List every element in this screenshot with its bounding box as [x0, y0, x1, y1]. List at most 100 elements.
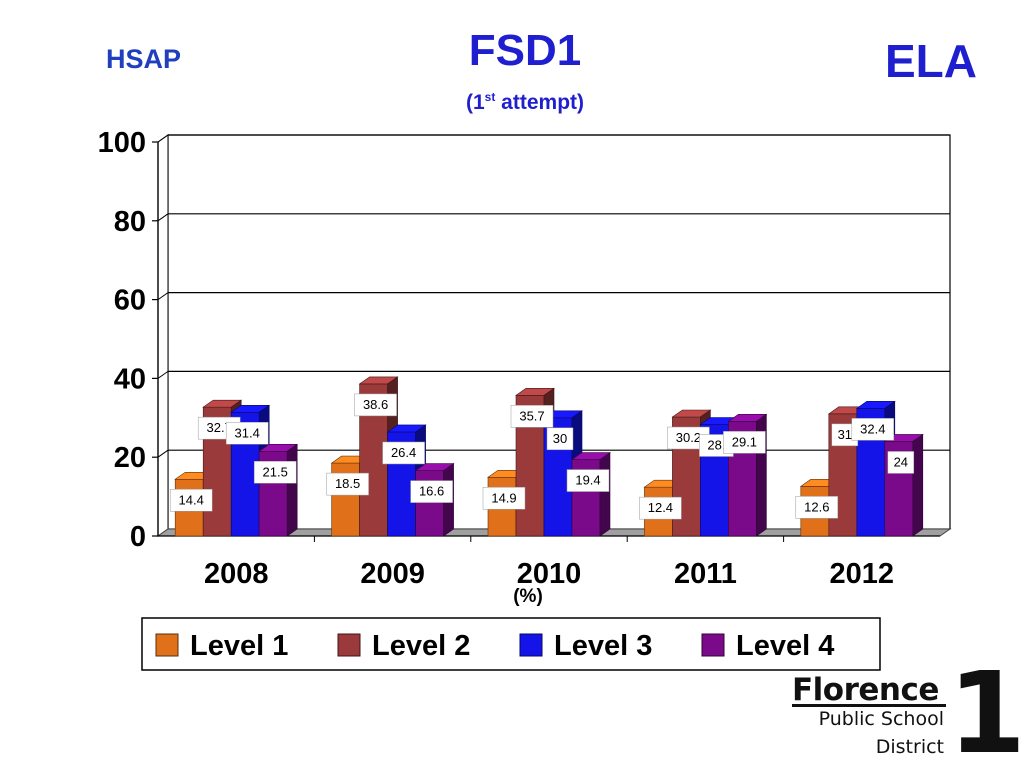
data-label-box — [566, 469, 610, 492]
data-label-text: 18.5 — [335, 476, 360, 491]
legend-item: Level 4 — [701, 630, 834, 662]
legend-label: Level 4 — [736, 630, 834, 662]
data-label: 24 — [887, 451, 915, 474]
x-tick-label: 2012 — [830, 558, 895, 590]
data-label-box — [326, 472, 369, 496]
legend-item: Level 1 — [155, 630, 288, 662]
data-label: 35.7 — [510, 405, 554, 428]
bar — [258, 443, 299, 537]
data-label-box — [410, 480, 453, 503]
data-label-box — [482, 487, 526, 510]
legend-swatch — [337, 633, 361, 657]
data-label-text: 14.9 — [491, 490, 516, 505]
data-label: 31 — [831, 423, 859, 447]
x-tick-label: 2011 — [674, 558, 737, 590]
data-label: 19.4 — [566, 469, 610, 492]
gridline-side — [157, 449, 169, 458]
data-label-box — [169, 489, 213, 512]
gridline-side — [157, 213, 169, 222]
data-label-box — [510, 405, 554, 428]
bar-side — [286, 443, 298, 537]
data-label-text: 12.4 — [648, 500, 673, 515]
subject-label: ELA — [885, 35, 977, 87]
bar-chart: 0 20 40 60 80 100 2008 14.4 32.7 31.4 21.5 2009 18.5… — [98, 127, 952, 671]
legend-label: Level 1 — [190, 630, 288, 662]
data-label-text: 31 — [838, 427, 852, 442]
legend-swatch — [155, 633, 179, 657]
data-label-text: 16.6 — [419, 484, 444, 499]
data-label: 29.1 — [723, 431, 766, 454]
data-label-box — [723, 431, 766, 454]
logo-name: Florence — [792, 672, 939, 708]
data-label-box — [887, 451, 915, 474]
data-label: 12.6 — [795, 496, 839, 519]
x-tick-label: 2009 — [360, 558, 425, 590]
district-logo: Florence Public School District 1 — [792, 658, 1024, 770]
data-label-box — [354, 393, 397, 417]
data-label-text: 29.1 — [732, 434, 757, 449]
hsap-label: HSAP — [106, 44, 182, 74]
data-label-text: 31.4 — [235, 425, 260, 440]
data-label-box — [546, 427, 574, 451]
data-label: 30 — [546, 427, 574, 451]
gridline-side — [157, 370, 169, 379]
logo-divider — [792, 704, 946, 707]
legend — [141, 617, 881, 671]
data-label-text: 32.4 — [860, 421, 885, 436]
y-tick-label: 100 — [98, 127, 146, 159]
data-label-box — [851, 418, 895, 441]
data-label-text: 19.4 — [575, 473, 600, 488]
data-label-box — [639, 496, 682, 520]
legend-swatch — [519, 633, 543, 657]
data-label-text: 35.7 — [519, 408, 544, 423]
page-title: FSD1 — [468, 26, 582, 75]
data-label-text: 12.6 — [804, 499, 829, 514]
plot-side-wall — [157, 134, 169, 537]
data-label: 30.2 — [667, 426, 710, 450]
y-tick-label: 20 — [114, 442, 146, 474]
bar-side — [599, 451, 611, 537]
data-label: 21.5 — [253, 461, 297, 484]
gridline-side — [157, 292, 169, 301]
data-label: 14.4 — [169, 489, 213, 512]
data-label-text: 24 — [894, 454, 908, 469]
y-tick-label: 80 — [114, 206, 146, 238]
data-label: 26.4 — [382, 441, 425, 465]
data-label-text: 30 — [553, 431, 567, 446]
bar — [571, 451, 611, 537]
data-label-text: 26.4 — [391, 445, 416, 460]
data-label-box — [225, 422, 269, 445]
data-label-text: 28. — [707, 437, 725, 452]
data-label-text: 30.2 — [676, 430, 701, 445]
legend-label: Level 2 — [372, 630, 470, 662]
data-label-text: 21.5 — [263, 464, 288, 479]
legend-item: Level 3 — [519, 630, 652, 662]
data-label: 14.9 — [482, 487, 526, 510]
legend-label: Level 3 — [554, 630, 652, 662]
x-tick-label: 2008 — [204, 558, 269, 590]
bar-side — [912, 433, 924, 537]
legend-swatch — [701, 633, 725, 657]
data-label-text: 32.7 — [207, 420, 232, 435]
x-tick-label: 2010 — [517, 558, 582, 590]
data-label-text: 14.4 — [179, 492, 204, 507]
data-label-text: 38.6 — [363, 397, 388, 412]
bar — [883, 433, 924, 537]
data-label-box — [382, 441, 425, 465]
data-label: 32.4 — [851, 418, 895, 441]
legend-item: Level 2 — [337, 630, 470, 662]
data-label-box — [253, 461, 297, 484]
gridline-side — [157, 134, 169, 143]
x-axis-label: (%) — [513, 586, 543, 607]
logo-line-1: Public School — [818, 708, 944, 730]
logo-numeral: 1 — [948, 649, 1024, 779]
data-label: 16.6 — [410, 480, 453, 503]
y-tick-label: 0 — [130, 521, 146, 553]
data-label: 38.6 — [354, 393, 397, 417]
y-tick-label: 60 — [114, 285, 146, 317]
logo-line-2: District — [875, 736, 944, 758]
y-tick-label: 40 — [114, 363, 146, 395]
data-label: 12.4 — [639, 496, 682, 520]
data-label: 31.4 — [225, 422, 269, 445]
data-label-box — [795, 496, 839, 519]
